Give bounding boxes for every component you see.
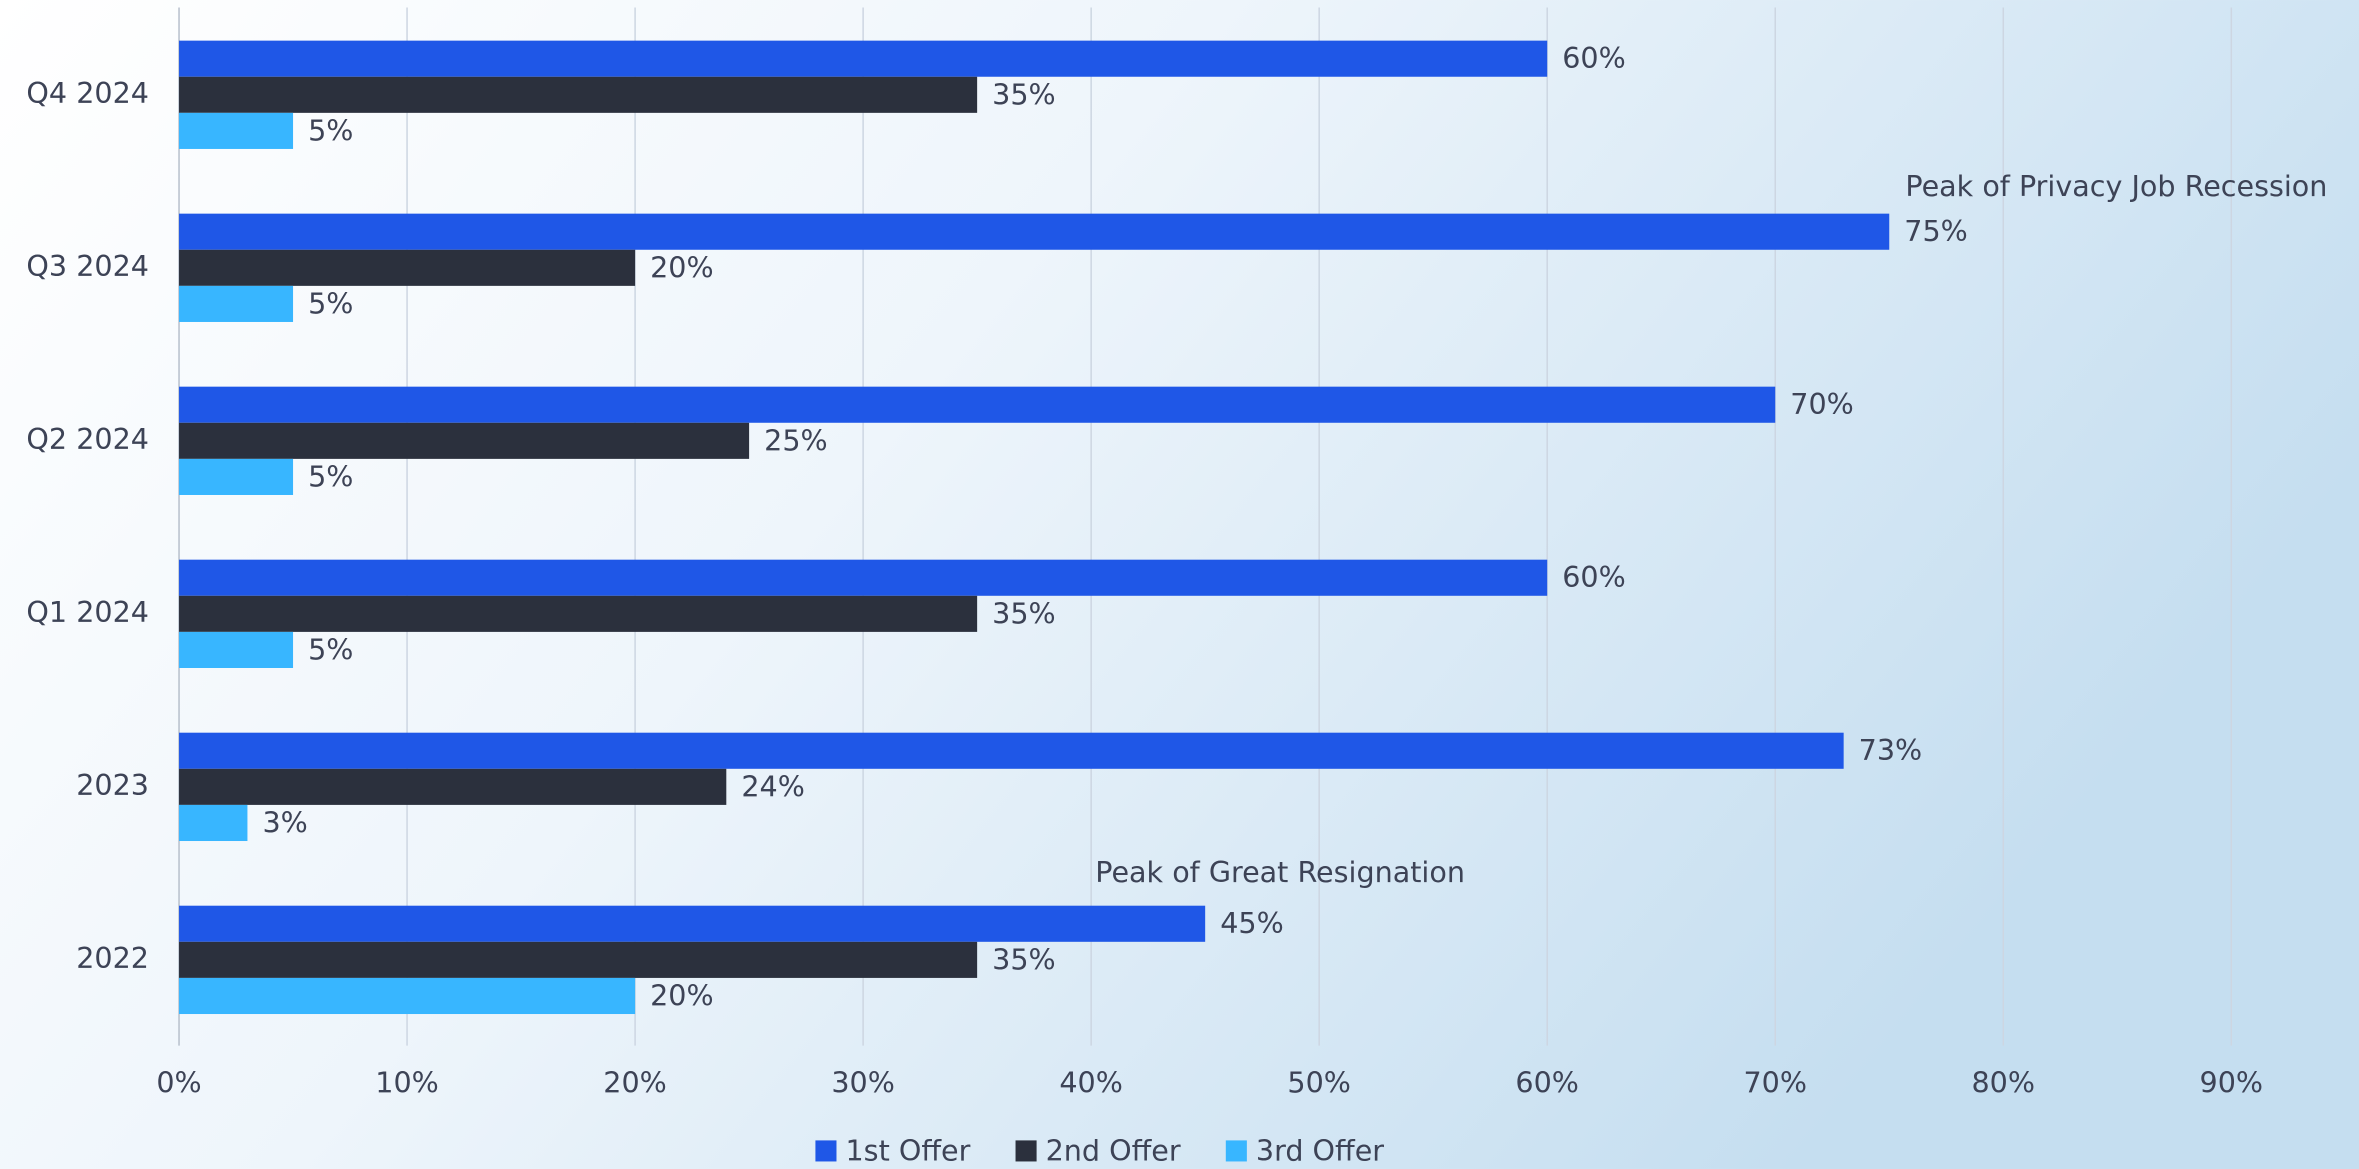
legend-label: 1st Offer: [846, 1133, 971, 1167]
value-label: 5%: [308, 113, 353, 147]
value-label: 60%: [1562, 41, 1626, 75]
value-label: 5%: [308, 459, 353, 493]
x-tick-label: 40%: [1059, 1066, 1123, 1100]
value-label: 3%: [262, 805, 307, 839]
value-label: 25%: [764, 423, 828, 457]
value-label: 5%: [308, 632, 353, 666]
value-label: 70%: [1790, 387, 1854, 421]
legend-swatch: [1015, 1140, 1037, 1162]
x-tick-label: 10%: [375, 1066, 439, 1100]
legend-label: 2nd Offer: [1046, 1133, 1181, 1167]
x-tick-label: 50%: [1287, 1066, 1351, 1100]
y-tick-label: 2023: [76, 768, 149, 802]
x-tick-label: 0%: [156, 1066, 201, 1100]
value-label: 73%: [1859, 733, 1923, 767]
y-tick-label: Q4 2024: [26, 76, 149, 110]
x-tick-label: 20%: [603, 1066, 667, 1100]
bar: [179, 213, 1890, 250]
value-label: 60%: [1562, 560, 1626, 594]
bar: [179, 768, 727, 805]
legend-swatch: [815, 1140, 837, 1162]
x-tick-label: 90%: [2200, 1066, 2264, 1100]
value-label: 45%: [1220, 906, 1284, 940]
bar: [179, 732, 1844, 769]
bar: [179, 905, 1206, 942]
bar: [179, 285, 294, 322]
bar: [179, 804, 248, 842]
value-label: 20%: [650, 978, 714, 1012]
value-label: 35%: [992, 77, 1056, 111]
bar: [179, 941, 978, 978]
bar: [179, 631, 294, 668]
bar: [179, 977, 636, 1015]
bar: [179, 458, 294, 495]
bar: [179, 422, 750, 459]
y-tick-label: Q2 2024: [26, 422, 149, 456]
x-tick-label: 30%: [831, 1066, 895, 1100]
value-label: 5%: [308, 286, 353, 320]
y-tick-label: Q3 2024: [26, 249, 149, 283]
value-label: 75%: [1904, 214, 1968, 248]
x-tick-label: 60%: [1515, 1066, 1579, 1100]
bar: [179, 76, 978, 113]
x-tick-label: 70%: [1743, 1066, 1807, 1100]
value-label: 35%: [992, 596, 1056, 630]
bar: [179, 559, 1548, 596]
bar: [179, 595, 978, 632]
y-tick-label: Q1 2024: [26, 595, 149, 629]
annotation: Peak of Great Resignation: [1095, 855, 1465, 889]
x-tick-label: 80%: [1972, 1066, 2036, 1100]
value-label: 20%: [650, 250, 714, 284]
legend-label: 3rd Offer: [1256, 1133, 1384, 1167]
y-tick-label: 2022: [76, 941, 149, 975]
bar: [179, 112, 294, 149]
annotation: Peak of Privacy Job Recession: [1905, 169, 2327, 203]
value-label: 24%: [741, 769, 805, 803]
bar: [179, 386, 1776, 423]
bar: [179, 40, 1548, 77]
bar: [179, 249, 636, 286]
value-label: 35%: [992, 942, 1056, 976]
legend-swatch: [1225, 1140, 1247, 1162]
